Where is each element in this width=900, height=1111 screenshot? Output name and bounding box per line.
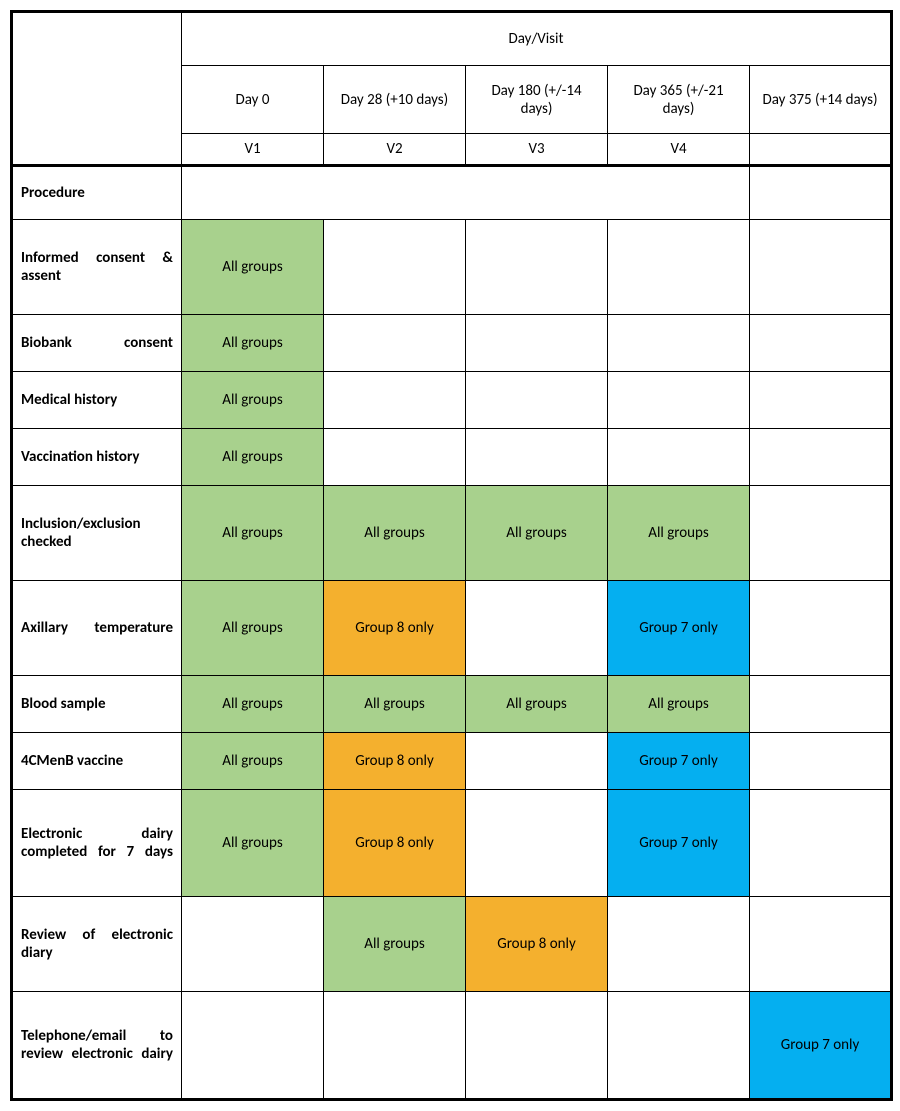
col-day-0: Day 0 [182,66,324,134]
section-blank-end [750,166,892,220]
row-7-c2 [466,733,608,790]
row-7-c4 [750,733,892,790]
schedule-table: Day/Visit Day 0 Day 28 (+10 days) Day 18… [10,10,893,1101]
row-8-c4 [750,790,892,897]
row-9-label: Review of electronic diary [12,897,182,992]
row-6-label: Blood sample [12,676,182,733]
row-1-c3 [608,315,750,372]
row-1-c2 [466,315,608,372]
row-8-c1: Group 8 only [324,790,466,897]
row-2-c3 [608,372,750,429]
row-8-c3: Group 7 only [608,790,750,897]
row-6-c0: All groups [182,676,324,733]
row-5-label: Axillary temperature [12,581,182,676]
col-visit-1: V2 [324,134,466,166]
row-9-c2: Group 8 only [466,897,608,992]
row-9-c3 [608,897,750,992]
header-dayvisit: Day/Visit [182,12,892,66]
row-10-c0 [182,992,324,1100]
col-day-4: Day 375 (+14 days) [750,66,892,134]
row-1-c1 [324,315,466,372]
row-8-c0: All groups [182,790,324,897]
row-5-c0: All groups [182,581,324,676]
header-blank [12,12,182,166]
row-1-c4 [750,315,892,372]
row-3-c3 [608,429,750,486]
row-2-c1 [324,372,466,429]
col-visit-2: V3 [466,134,608,166]
row-2-c2 [466,372,608,429]
row-5-c2 [466,581,608,676]
row-4-c4 [750,486,892,581]
row-9-c4 [750,897,892,992]
row-0-c4 [750,220,892,315]
section-label: Procedure [12,166,182,220]
row-0-c1 [324,220,466,315]
row-4-c0: All groups [182,486,324,581]
row-10-label: Telephone/email to review electronic dai… [12,992,182,1100]
col-day-2: Day 180 (+/-14 days) [466,66,608,134]
row-4-label: Inclusion/exclusion checked [12,486,182,581]
row-7-label: 4CMenB vaccine [12,733,182,790]
row-6-c3: All groups [608,676,750,733]
section-blank [182,166,750,220]
col-day-1: Day 28 (+10 days) [324,66,466,134]
row-4-c3: All groups [608,486,750,581]
row-6-c2: All groups [466,676,608,733]
row-3-label: Vaccination history [12,429,182,486]
row-0-c2 [466,220,608,315]
row-0-label: Informed consent & assent [12,220,182,315]
row-5-c3: Group 7 only [608,581,750,676]
row-8-label: Electronic dairy completed for 7 days [12,790,182,897]
row-10-c4: Group 7 only [750,992,892,1100]
col-visit-0: V1 [182,134,324,166]
col-visit-3: V4 [608,134,750,166]
row-6-c1: All groups [324,676,466,733]
row-4-c1: All groups [324,486,466,581]
row-0-c3 [608,220,750,315]
row-6-c4 [750,676,892,733]
col-visit-4 [750,134,892,166]
row-8-c2 [466,790,608,897]
row-2-label: Medical history [12,372,182,429]
row-10-c3 [608,992,750,1100]
col-day-3: Day 365 (+/-21 days) [608,66,750,134]
row-10-c2 [466,992,608,1100]
row-3-c1 [324,429,466,486]
row-3-c0: All groups [182,429,324,486]
row-1-c0: All groups [182,315,324,372]
row-7-c1: Group 8 only [324,733,466,790]
row-7-c0: All groups [182,733,324,790]
row-9-c0 [182,897,324,992]
row-0-c0: All groups [182,220,324,315]
row-7-c3: Group 7 only [608,733,750,790]
row-2-c0: All groups [182,372,324,429]
row-10-c1 [324,992,466,1100]
row-4-c2: All groups [466,486,608,581]
row-1-label: Biobank consent [12,315,182,372]
row-9-c1: All groups [324,897,466,992]
row-2-c4 [750,372,892,429]
row-5-c1: Group 8 only [324,581,466,676]
row-3-c2 [466,429,608,486]
row-5-c4 [750,581,892,676]
row-3-c4 [750,429,892,486]
